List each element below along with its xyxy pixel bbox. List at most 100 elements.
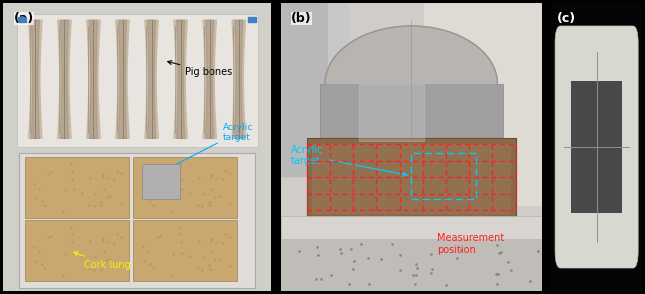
Point	[206, 173, 216, 178]
Point	[175, 169, 185, 173]
Polygon shape	[119, 20, 126, 138]
Point	[175, 177, 186, 181]
Point	[84, 266, 94, 271]
Point	[39, 203, 50, 207]
Point	[168, 188, 178, 193]
Point	[211, 239, 221, 244]
Point	[98, 175, 108, 180]
Polygon shape	[145, 20, 158, 138]
Point	[145, 262, 155, 266]
Point	[105, 257, 115, 262]
Point	[145, 198, 155, 203]
Point	[168, 251, 178, 256]
Point	[137, 245, 148, 250]
Text: Cork lung: Cork lung	[74, 252, 130, 270]
Polygon shape	[235, 20, 243, 138]
Bar	[328, 3, 348, 133]
Point	[204, 263, 215, 268]
Point	[192, 203, 203, 207]
Bar	[281, 239, 542, 291]
Polygon shape	[32, 20, 39, 138]
Point	[66, 169, 77, 173]
Point	[67, 240, 77, 245]
Point	[192, 266, 203, 271]
Bar	[133, 220, 237, 281]
Point	[31, 195, 41, 200]
Point	[77, 191, 87, 195]
Point	[43, 235, 54, 239]
Polygon shape	[177, 20, 184, 138]
Bar	[17, 14, 257, 147]
Point	[224, 171, 235, 176]
Point	[152, 235, 162, 239]
Bar	[25, 220, 129, 281]
Point	[98, 238, 108, 243]
Point	[46, 233, 57, 238]
Point	[148, 266, 158, 271]
Point	[217, 240, 227, 245]
Bar	[248, 17, 256, 22]
Point	[99, 250, 109, 254]
Point	[68, 250, 79, 255]
Point	[174, 225, 184, 230]
Point	[137, 182, 148, 186]
Point	[108, 240, 119, 245]
Point	[97, 236, 108, 241]
Point	[139, 195, 150, 200]
Point	[142, 186, 152, 191]
Polygon shape	[61, 20, 68, 138]
Point	[85, 175, 95, 180]
Point	[89, 204, 99, 208]
Point	[96, 203, 106, 208]
Text: Acrylic
target: Acrylic target	[146, 123, 253, 180]
Point	[139, 259, 150, 263]
Point	[213, 193, 224, 198]
Bar	[320, 83, 502, 141]
Point	[29, 245, 39, 250]
Point	[96, 266, 106, 271]
Bar	[133, 157, 237, 218]
Point	[148, 203, 158, 207]
Bar	[18, 17, 26, 22]
Point	[155, 170, 165, 175]
Point	[34, 186, 44, 191]
Point	[224, 234, 235, 239]
Polygon shape	[206, 20, 213, 138]
Bar	[281, 216, 542, 239]
Bar	[19, 153, 255, 288]
Bar	[281, 3, 328, 176]
Point	[43, 171, 54, 176]
Bar	[312, 144, 510, 213]
Polygon shape	[232, 20, 246, 138]
Text: Pig bones: Pig bones	[168, 61, 232, 77]
Polygon shape	[174, 20, 187, 138]
Text: Acrylic
target: Acrylic target	[291, 145, 407, 176]
Point	[37, 262, 47, 266]
Point	[166, 273, 177, 277]
Point	[152, 171, 162, 176]
Point	[105, 193, 115, 198]
Point	[197, 267, 208, 272]
Point	[115, 171, 126, 176]
Bar	[25, 157, 129, 218]
Point	[174, 162, 184, 167]
Point	[112, 232, 122, 237]
Point	[177, 250, 187, 255]
Point	[102, 194, 112, 199]
Point	[90, 255, 101, 259]
Point	[116, 264, 126, 268]
Point	[204, 266, 215, 271]
Point	[217, 177, 227, 182]
Polygon shape	[57, 20, 71, 138]
Point	[220, 232, 230, 237]
Point	[68, 187, 79, 192]
Point	[66, 232, 77, 237]
Point	[85, 238, 95, 243]
Point	[90, 191, 101, 196]
Point	[224, 200, 235, 205]
Point	[204, 203, 215, 208]
Point	[199, 255, 209, 259]
Point	[31, 259, 41, 263]
Point	[39, 266, 50, 271]
Point	[29, 182, 39, 186]
